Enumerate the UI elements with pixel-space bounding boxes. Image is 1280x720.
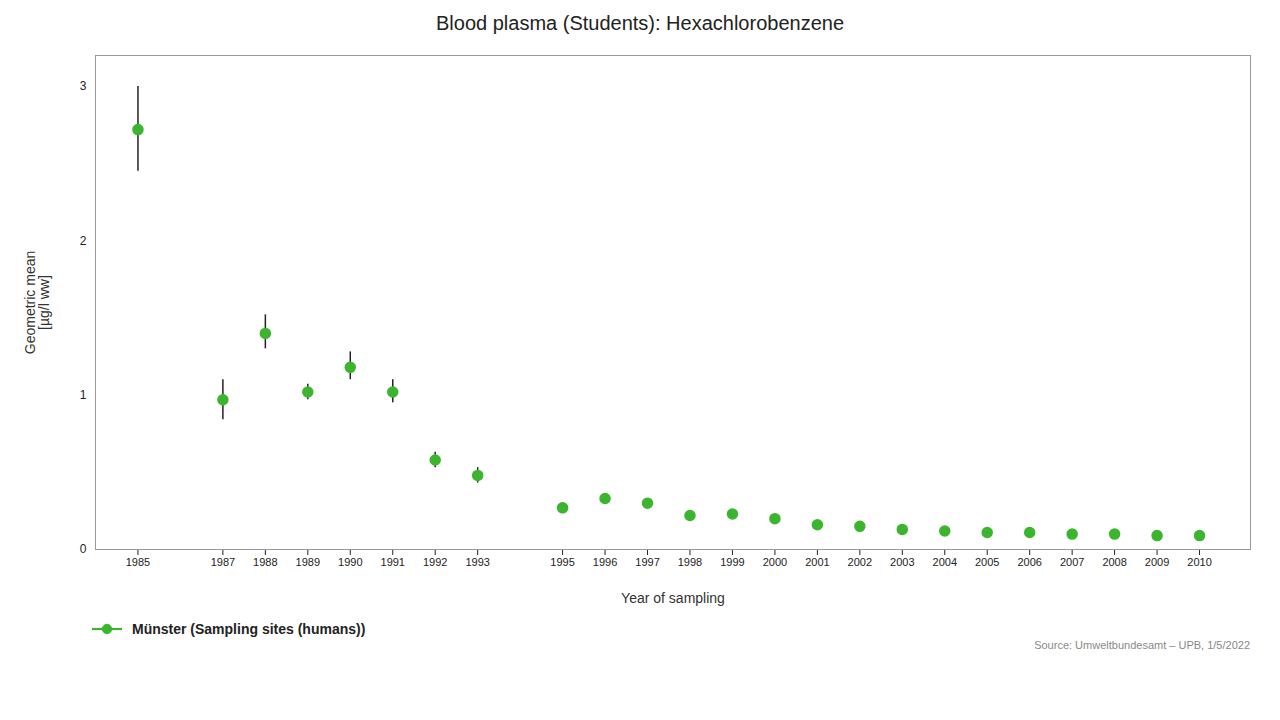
svg-text:1988: 1988 <box>253 556 277 568</box>
svg-text:1995: 1995 <box>550 556 574 568</box>
svg-text:1998: 1998 <box>678 556 702 568</box>
svg-text:2010: 2010 <box>1187 556 1211 568</box>
svg-text:1985: 1985 <box>126 556 150 568</box>
svg-text:2001: 2001 <box>805 556 829 568</box>
svg-text:Year of sampling: Year of sampling <box>621 590 725 606</box>
svg-text:2008: 2008 <box>1102 556 1126 568</box>
svg-text:2002: 2002 <box>848 556 872 568</box>
svg-text:2007: 2007 <box>1060 556 1084 568</box>
svg-text:2009: 2009 <box>1145 556 1169 568</box>
svg-text:0: 0 <box>80 542 87 556</box>
svg-text:2000: 2000 <box>763 556 787 568</box>
svg-text:1: 1 <box>80 388 87 402</box>
html-text:Source: Umweltbundesamt – UPB,: Source: Umweltbundesamt – UPB, 1/5/2022 <box>1034 639 1250 651</box>
svg-text:1993: 1993 <box>465 556 489 568</box>
svg-text:2003: 2003 <box>890 556 914 568</box>
svg-text:1991: 1991 <box>381 556 405 568</box>
svg-text:1990: 1990 <box>338 556 362 568</box>
svg-text:1997: 1997 <box>635 556 659 568</box>
svg-text:2: 2 <box>80 234 87 248</box>
svg-text:2006: 2006 <box>1017 556 1041 568</box>
html-text:Münster (Sampling sites (human: Münster (Sampling sites (humans)) <box>132 621 366 637</box>
svg-text:2004: 2004 <box>933 556 957 568</box>
svg-text:Geometric mean[µg/l ww]: Geometric mean[µg/l ww] <box>22 251 52 354</box>
svg-text:3: 3 <box>80 79 87 93</box>
svg-text:1992: 1992 <box>423 556 447 568</box>
svg-text:1987: 1987 <box>211 556 235 568</box>
svg-text:2005: 2005 <box>975 556 999 568</box>
html-text:Blood plasma (Students): Hexac: Blood plasma (Students): Hexachlorobenze… <box>436 12 844 34</box>
svg-text:1996: 1996 <box>593 556 617 568</box>
svg-text:1999: 1999 <box>720 556 744 568</box>
svg-text:1989: 1989 <box>296 556 320 568</box>
